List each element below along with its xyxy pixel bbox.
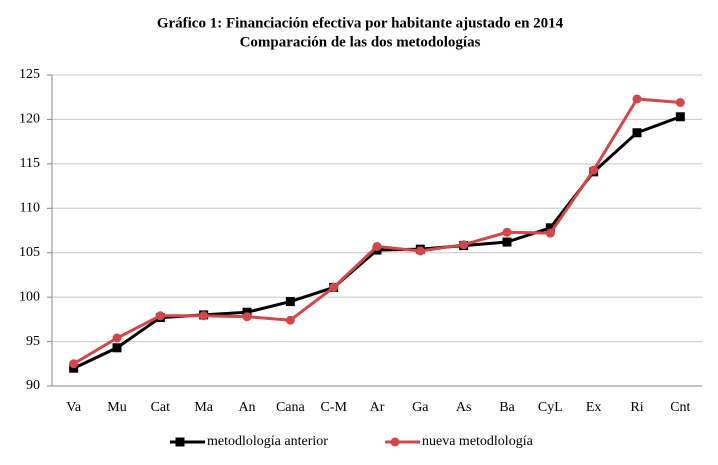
legend-label: metodlología anterior	[207, 434, 328, 449]
point	[415, 246, 425, 256]
x-tick-label: Mu	[107, 400, 126, 415]
x-tick-label: C-M	[320, 400, 347, 415]
y-tick-label: 105	[19, 245, 40, 260]
legend-marker	[390, 437, 400, 447]
point	[675, 98, 685, 108]
x-tick-label: As	[456, 400, 472, 415]
y-tick-label: 125	[19, 67, 40, 82]
point	[69, 359, 79, 369]
legend-label: nueva metodlología	[422, 434, 534, 449]
chart-subtitle: Comparación de las dos metodologías	[240, 34, 481, 50]
y-tick-label: 115	[20, 156, 40, 171]
chart-title: Gráfico 1: Financiación efectiva por hab…	[157, 15, 564, 31]
x-tick-label: Ba	[499, 400, 515, 415]
point	[242, 312, 252, 322]
x-tick-label: Cat	[151, 400, 171, 415]
point	[632, 128, 642, 138]
point	[459, 240, 469, 250]
legend-marker	[175, 437, 185, 447]
point	[112, 343, 122, 353]
x-tick-label: Cana	[276, 400, 306, 415]
point	[675, 112, 685, 122]
x-tick-label: An	[238, 400, 255, 415]
series-line	[72, 97, 681, 366]
point	[545, 228, 555, 238]
point	[372, 241, 382, 251]
point	[155, 311, 165, 321]
x-tick-label: Cnt	[670, 400, 690, 415]
x-tick-label: Ex	[586, 400, 602, 415]
point	[545, 223, 555, 233]
point	[285, 297, 295, 307]
point	[199, 311, 209, 321]
point	[112, 333, 122, 343]
y-tick-label: 95	[26, 334, 40, 349]
x-tick-label: Ma	[194, 400, 213, 415]
point	[502, 237, 512, 247]
y-tick-label: 90	[26, 378, 40, 393]
x-tick-label: CyL	[538, 400, 563, 415]
x-tick-label: Ga	[412, 400, 429, 415]
y-tick-label: 110	[20, 201, 40, 216]
point	[632, 94, 642, 104]
y-tick-label: 120	[19, 112, 40, 127]
point	[285, 315, 295, 325]
point	[502, 227, 512, 237]
point	[329, 282, 339, 292]
point	[589, 165, 599, 175]
y-tick-label: 100	[19, 289, 40, 304]
x-tick-label: Ri	[630, 400, 643, 415]
x-tick-label: Ar	[370, 400, 385, 415]
x-tick-label: Va	[66, 400, 82, 415]
